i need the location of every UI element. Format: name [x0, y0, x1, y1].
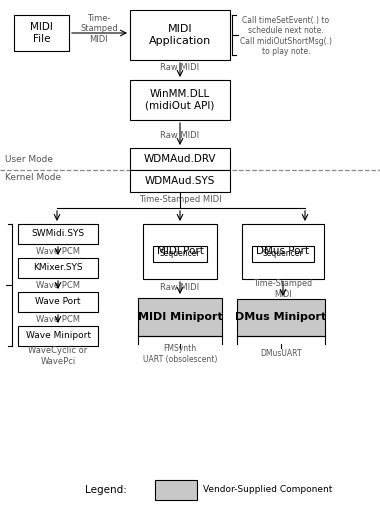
Text: Raw MIDI: Raw MIDI	[160, 64, 200, 72]
Text: WinMM.DLL
(midiOut API): WinMM.DLL (midiOut API)	[145, 89, 215, 111]
Bar	[130, 80, 230, 120]
Text: Time-
Stamped
MIDI: Time- Stamped MIDI	[80, 14, 118, 44]
Bar	[18, 258, 98, 278]
Text: MIDI
File: MIDI File	[30, 22, 53, 44]
Text: Call timeSetEvent(.) to
schedule next note.
Call midiOutShortMsg(.)
to play note: Call timeSetEvent(.) to schedule next no…	[240, 16, 332, 56]
Text: Time-Stamped MIDI: Time-Stamped MIDI	[139, 195, 221, 205]
Bar	[143, 224, 217, 279]
Bar	[252, 246, 314, 262]
Text: MIDI
Application: MIDI Application	[149, 24, 211, 46]
Text: Wave PCM: Wave PCM	[36, 315, 80, 324]
Bar	[130, 10, 230, 60]
Text: SWMidi.SYS: SWMidi.SYS	[32, 229, 85, 239]
Bar	[18, 292, 98, 312]
Bar	[18, 224, 98, 244]
Text: Sequencer: Sequencer	[263, 250, 303, 258]
Text: WDMAud.SYS: WDMAud.SYS	[145, 176, 215, 186]
Text: Kernel Mode: Kernel Mode	[5, 173, 61, 182]
Bar	[237, 299, 325, 336]
Text: Wave Miniport: Wave Miniport	[25, 331, 90, 341]
Bar	[242, 224, 324, 279]
Text: Vendor-Supplied Component: Vendor-Supplied Component	[203, 486, 332, 494]
Bar	[153, 246, 207, 262]
Text: Raw MIDI: Raw MIDI	[160, 131, 200, 141]
Bar	[14, 15, 69, 51]
Text: Wave PCM: Wave PCM	[36, 280, 80, 290]
Text: User Mode: User Mode	[5, 155, 53, 165]
Text: Sequencer: Sequencer	[160, 250, 200, 258]
Text: MIDI Miniport: MIDI Miniport	[138, 312, 222, 322]
Text: Time-Stamped
MIDI: Time-Stamped MIDI	[253, 279, 313, 299]
Text: WDMAud.DRV: WDMAud.DRV	[144, 154, 216, 164]
Bar	[155, 480, 197, 500]
Text: WaveCyclic or
WavePci: WaveCyclic or WavePci	[28, 346, 88, 366]
Bar	[130, 148, 230, 170]
Text: MIDI Port: MIDI Port	[157, 246, 203, 256]
Bar	[138, 298, 222, 336]
Text: Legend:: Legend:	[85, 485, 127, 495]
Text: Wave PCM: Wave PCM	[36, 246, 80, 255]
Bar	[18, 326, 98, 346]
Text: DMus Miniport: DMus Miniport	[235, 313, 327, 322]
Text: DMusUART: DMusUART	[260, 350, 302, 358]
Text: DMus Port: DMus Port	[256, 246, 309, 256]
Text: FMSynth
UART (obsolescent): FMSynth UART (obsolescent)	[143, 344, 217, 364]
Text: Raw MIDI: Raw MIDI	[160, 283, 200, 292]
Text: Wave Port: Wave Port	[35, 297, 81, 306]
Bar	[130, 170, 230, 192]
Text: KMixer.SYS: KMixer.SYS	[33, 264, 83, 272]
